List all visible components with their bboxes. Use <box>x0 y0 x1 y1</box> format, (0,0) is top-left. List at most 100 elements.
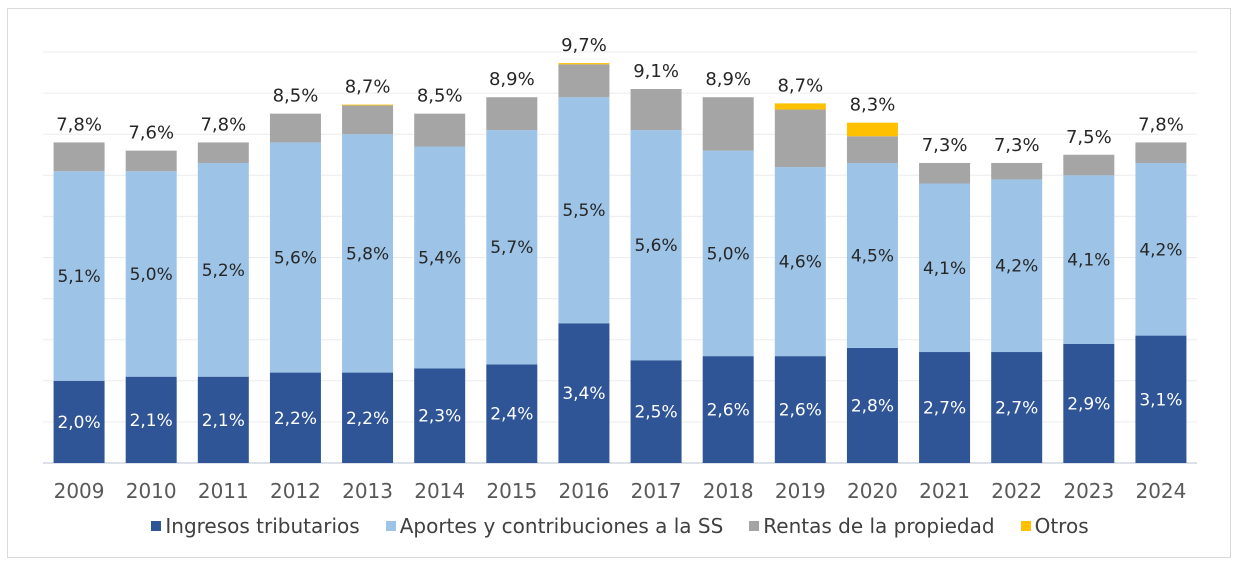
bar-segment-ingresos[interactable] <box>630 360 682 463</box>
x-tick-label: 2014 <box>414 479 465 503</box>
total-value-label: 7,3% <box>922 135 968 156</box>
bar-segment-aportes[interactable] <box>342 134 394 373</box>
segment-value-label: 2,2% <box>346 409 389 429</box>
total-value-label: 7,8% <box>1138 114 1184 135</box>
x-tick-label: 2010 <box>126 479 177 503</box>
segment-value-label: 2,8% <box>851 396 894 416</box>
legend-item-otros[interactable]: Otros <box>1020 514 1089 538</box>
legend: Ingresos tributarios Aportes y contribuc… <box>0 514 1240 538</box>
x-tick-label: 2013 <box>342 479 393 503</box>
bar-segment-ingresos[interactable] <box>702 356 754 463</box>
x-axis: 2009 2010 2011 2012 2013 2014 2015 2016 2017 2018… <box>54 479 1187 503</box>
x-tick-label: 2021 <box>919 479 970 503</box>
total-value-label: 9,1% <box>633 61 679 82</box>
segment-value-label: 3,1% <box>1139 390 1182 410</box>
segment-value-label: 4,5% <box>851 246 894 266</box>
bar-segment-aportes[interactable] <box>197 162 249 377</box>
bar-segment-aportes[interactable] <box>1135 162 1187 336</box>
total-value-label: 8,9% <box>705 69 751 90</box>
bar-segment-aportes[interactable] <box>774 167 826 357</box>
bar-segment-rentas[interactable] <box>53 142 105 172</box>
bar-segment-rentas[interactable] <box>558 64 610 98</box>
legend-item-aportes[interactable]: Aportes y contribuciones a la SS <box>385 514 723 538</box>
bar-segment-aportes[interactable] <box>846 162 898 348</box>
bar-segment-otros[interactable] <box>342 104 394 106</box>
bar-segment-ingresos[interactable] <box>1135 335 1187 463</box>
bar-segment-ingresos[interactable] <box>558 323 610 463</box>
bar-segment-rentas[interactable] <box>1063 154 1115 176</box>
total-value-label: 8,7% <box>345 77 391 98</box>
segment-value-label: 4,1% <box>923 259 966 279</box>
bar-segment-rentas[interactable] <box>197 142 249 163</box>
x-tick-label: 2012 <box>270 479 321 503</box>
bar-segment-rentas[interactable] <box>414 113 466 147</box>
bars <box>53 63 1187 463</box>
bar-segment-ingresos[interactable] <box>269 372 321 463</box>
segment-value-label: 2,9% <box>1067 394 1110 414</box>
total-value-label: 7,8% <box>56 114 102 135</box>
segment-value-label: 2,7% <box>923 399 966 419</box>
legend-swatch <box>1020 521 1031 531</box>
bar-segment-rentas[interactable] <box>342 105 394 135</box>
bar-segment-aportes[interactable] <box>919 183 971 353</box>
bar-segment-ingresos[interactable] <box>1063 343 1115 463</box>
bar-segment-ingresos[interactable] <box>414 368 466 463</box>
segment-value-label: 2,5% <box>634 403 677 423</box>
segment-value-label: 4,2% <box>995 257 1038 277</box>
bar-segment-aportes[interactable] <box>125 171 177 377</box>
bar-segment-rentas[interactable] <box>630 88 682 131</box>
bar-segment-rentas[interactable] <box>846 136 898 163</box>
legend-item-ingresos[interactable]: Ingresos tributarios <box>151 514 360 538</box>
bar-segment-ingresos[interactable] <box>919 352 971 463</box>
bar-segment-aportes[interactable] <box>630 130 682 361</box>
segment-value-label: 5,5% <box>562 201 605 221</box>
bar-segment-rentas[interactable] <box>774 109 826 168</box>
bar-segment-ingresos[interactable] <box>197 376 249 463</box>
segment-value-label: 2,6% <box>707 401 750 421</box>
x-tick-label: 2022 <box>991 479 1042 503</box>
bar-segment-ingresos[interactable] <box>486 364 538 463</box>
bar-segment-rentas[interactable] <box>486 97 538 131</box>
bar-segment-ingresos[interactable] <box>342 372 394 463</box>
bar-segment-aportes[interactable] <box>991 179 1043 353</box>
segment-value-label: 5,1% <box>57 267 100 287</box>
bar-segment-ingresos[interactable] <box>846 347 898 463</box>
bar-segment-aportes[interactable] <box>53 171 105 381</box>
bar-segment-rentas[interactable] <box>1135 142 1187 163</box>
bar-segment-ingresos[interactable] <box>125 376 177 463</box>
segment-value-label: 5,7% <box>490 238 533 258</box>
segment-value-label: 4,6% <box>779 253 822 273</box>
bar-segment-ingresos[interactable] <box>53 380 105 463</box>
bar-segment-ingresos[interactable] <box>774 356 826 463</box>
stacked-bar-chart: 2,0% 5,1% 7,8% 2,1% 5,0% 7,6% 2,1% 5,2% 7,8% 2,2%… <box>43 35 1197 503</box>
bar-segment-aportes[interactable] <box>558 97 610 324</box>
total-value-label: 7,3% <box>994 135 1040 156</box>
bar-segment-aportes[interactable] <box>702 150 754 357</box>
bar-segment-aportes[interactable] <box>486 130 538 365</box>
bar-segment-aportes[interactable] <box>414 146 466 369</box>
segment-value-label: 5,8% <box>346 244 389 264</box>
x-tick-label: 2009 <box>54 479 105 503</box>
x-tick-label: 2020 <box>847 479 898 503</box>
legend-swatch <box>749 521 760 531</box>
bar-segment-otros[interactable] <box>558 63 610 65</box>
bar-segment-otros[interactable] <box>846 122 898 137</box>
bar-segment-otros[interactable] <box>774 103 826 110</box>
bar-segment-ingresos[interactable] <box>991 352 1043 463</box>
segment-value-label: 3,4% <box>562 384 605 404</box>
bar-segment-aportes[interactable] <box>1063 175 1115 344</box>
bar-segment-aportes[interactable] <box>269 142 321 373</box>
bar-segment-rentas[interactable] <box>991 162 1043 180</box>
x-tick-label: 2017 <box>631 479 682 503</box>
total-value-label: 9,7% <box>561 35 607 56</box>
bar-segment-rentas[interactable] <box>919 162 971 184</box>
total-value-label: 8,5% <box>417 86 463 107</box>
bar-segment-rentas[interactable] <box>125 150 177 172</box>
x-tick-label: 2024 <box>1135 479 1186 503</box>
legend-item-rentas[interactable]: Rentas de la propiedad <box>749 514 995 538</box>
legend-label: Ingresos tributarios <box>165 514 360 538</box>
bar-segment-rentas[interactable] <box>269 113 321 143</box>
bar-segment-rentas[interactable] <box>702 97 754 151</box>
segment-value-label: 2,7% <box>995 399 1038 419</box>
segment-value-label: 5,0% <box>707 244 750 264</box>
